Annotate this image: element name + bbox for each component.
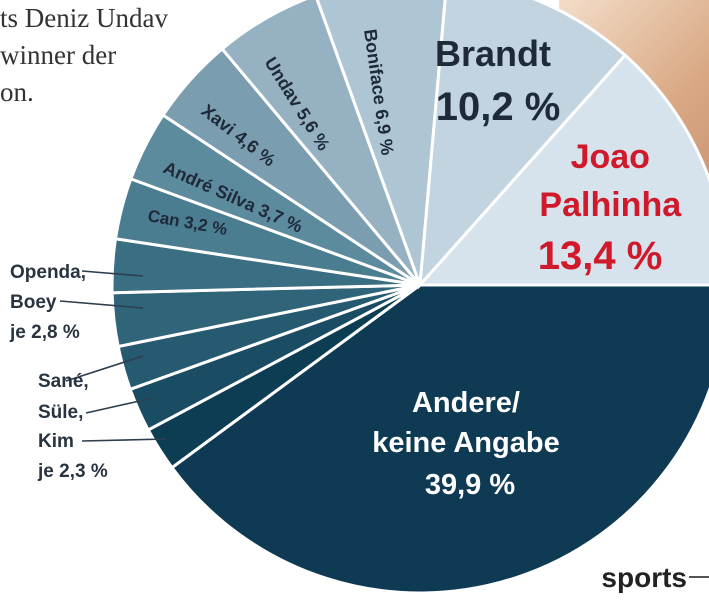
label-sane-value: je 2,3 %	[37, 461, 108, 482]
label-brandt: Brandt 10,2 %	[435, 33, 561, 129]
leader-kim	[81, 438, 167, 442]
label-andere-line1: Andere/	[412, 387, 520, 419]
label-joao: Joao Palhinha 13,4 %	[538, 138, 691, 278]
label-brandt-value: 10,2 %	[436, 85, 561, 129]
label-suele: Süle,	[38, 402, 83, 423]
label-boey: Boey	[10, 292, 57, 313]
label-sane: Sané,	[38, 371, 89, 392]
leader-boey	[59, 300, 144, 309]
label-andere-line2: keine Angabe	[372, 427, 559, 459]
intro-text: ts Deniz Undav winner der on.	[0, 0, 168, 111]
leader-sane	[65, 355, 144, 382]
label-joao-value: 13,4 %	[538, 234, 663, 278]
pie-slices	[110, 0, 709, 595]
label-joao-last: Palhinha	[539, 186, 682, 224]
leader-openda	[81, 270, 144, 277]
label-openda-value: je 2,8 %	[9, 322, 80, 343]
intro-line-2: winner der	[0, 40, 117, 70]
pie-slice-joao-palhinha	[416, 53, 709, 287]
label-sane-group: Sané, Süle, Kim je 2,3 %	[37, 371, 108, 482]
label-openda: Openda,	[10, 262, 86, 283]
intro-line-1: ts Deniz Undav	[0, 3, 168, 33]
brand-logo: sports	[601, 562, 687, 593]
label-joao-first: Joao	[571, 138, 650, 176]
label-andere-value: 39,9 %	[425, 469, 515, 501]
brand-rule	[689, 576, 709, 578]
label-brandt-name: Brandt	[435, 33, 551, 74]
pie-slice-undav	[220, 0, 422, 286]
label-andere: Andere/ keine Angabe 39,9 %	[372, 387, 568, 501]
intro-line-3: on.	[0, 77, 34, 107]
pie-slice-brandt	[418, 0, 628, 290]
leader-suele	[85, 397, 154, 414]
pie-slice-boniface	[315, 0, 447, 286]
label-kim: Kim	[38, 431, 74, 452]
label-openda-group: Openda, Boey je 2,8 %	[9, 262, 91, 343]
leader-lines	[59, 270, 167, 442]
